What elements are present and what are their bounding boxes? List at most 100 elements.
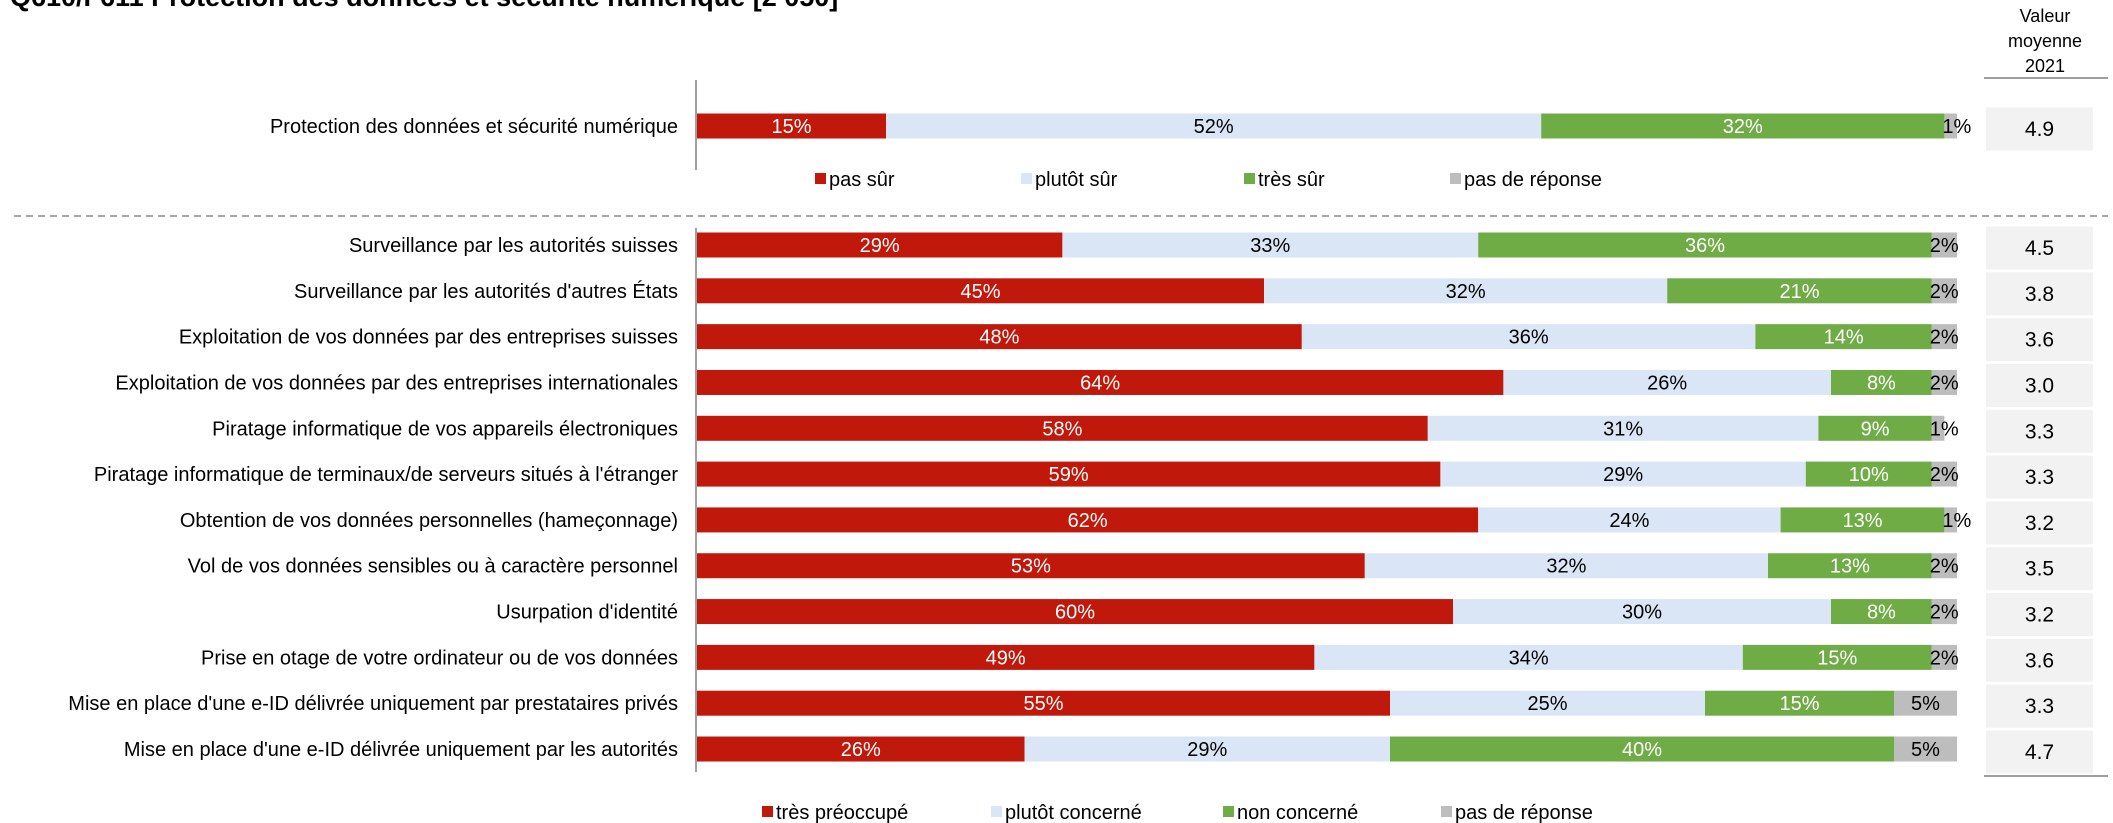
- data-label: 15%: [1779, 693, 1819, 715]
- bar-segment-très-préoccupé: [697, 507, 1479, 533]
- data-label: 9%: [1861, 418, 1890, 440]
- bar-segment-plutôt-concerné: [1427, 415, 1819, 441]
- bar-segment-très-préoccupé: [697, 644, 1315, 670]
- data-label: 32%: [1723, 116, 1763, 138]
- average-value: 4.9: [2025, 118, 2054, 141]
- bar-segment-pas-de-réponse: [1894, 690, 1957, 716]
- bar-segment-non-concerné: [1390, 736, 1894, 762]
- data-label: 49%: [986, 647, 1026, 669]
- bar-segment-pas-de-réponse: [1931, 232, 1957, 258]
- bar-segment-pas-de-réponse: [1931, 461, 1957, 487]
- bar-segment-très-préoccupé: [697, 278, 1264, 304]
- data-label: 36%: [1509, 327, 1549, 349]
- average-value: 4.7: [2025, 741, 2054, 764]
- category-label: Surveillance par les autorités d'autres …: [294, 280, 678, 303]
- average-value: 3.3: [2025, 466, 2054, 489]
- average-value: 3.3: [2025, 420, 2054, 443]
- legend-label: plutôt sûr: [1035, 169, 1118, 191]
- bar-segment-très-préoccupé: [697, 736, 1025, 762]
- average-value: 3.2: [2025, 512, 2054, 535]
- bar-segment-pas-de-réponse: [1931, 278, 1957, 304]
- data-label: 29%: [1603, 464, 1643, 486]
- data-label: 1%: [1942, 116, 1971, 138]
- bar-segment-pas-de-réponse: [1894, 736, 1957, 762]
- data-label: 29%: [860, 235, 900, 257]
- data-label: 15%: [1817, 647, 1857, 669]
- data-label: 5%: [1911, 693, 1940, 715]
- bar-segment-non-concerné: [1478, 232, 1932, 258]
- data-label: 64%: [1080, 372, 1120, 394]
- bar-segment-pas-de-réponse: [1944, 507, 1957, 533]
- bar-segment-très-préoccupé: [697, 553, 1365, 579]
- average-value: 3.8: [2025, 283, 2054, 306]
- data-label: 24%: [1609, 510, 1649, 532]
- average-value-box: [1986, 593, 2093, 637]
- bar-segment-très-préoccupé: [697, 324, 1302, 350]
- legend-swatch-pas-de-réponse: [1450, 173, 1461, 184]
- average-value: 3.6: [2025, 649, 2054, 672]
- data-label: 26%: [841, 739, 881, 761]
- bar-segment-plutôt-concerné: [1301, 324, 1756, 350]
- average-value-box: [1986, 107, 2093, 151]
- average-value-box: [1986, 501, 2093, 545]
- legend-label: très sûr: [1258, 169, 1325, 191]
- data-label: 33%: [1250, 235, 1290, 257]
- bar-segment-plutôt-concerné: [1453, 599, 1831, 625]
- average-value: 3.3: [2025, 695, 2054, 718]
- data-label: 48%: [979, 327, 1019, 349]
- category-label: Usurpation d'identité: [496, 602, 678, 624]
- category-label: Protection des données et sécurité numér…: [270, 116, 678, 138]
- bar-segment-pas-de-réponse: [1944, 113, 1957, 139]
- average-value: 3.0: [2025, 374, 2054, 397]
- bar-segment-plutôt-concerné: [1440, 461, 1806, 487]
- bar-segment-plutôt-concerné: [1503, 369, 1831, 395]
- average-header-line1: Valeur: [2019, 6, 2071, 26]
- legend-swatch-très-sûr: [1244, 173, 1255, 184]
- bar-segment-très-sûr: [1541, 113, 1945, 139]
- bar-segment-plutôt-concerné: [1364, 553, 1768, 579]
- average-header-line3: 2021: [2024, 56, 2066, 76]
- legend-label: très préoccupé: [776, 802, 908, 823]
- category-label: Prise en otage de votre ordinateur ou de…: [201, 647, 678, 669]
- data-label: 45%: [960, 281, 1000, 303]
- average-value: 3.6: [2025, 329, 2054, 352]
- average-header-line2: moyenne: [2007, 31, 2083, 51]
- data-label: 53%: [1011, 556, 1051, 578]
- bar-segment-pas-de-réponse: [1931, 415, 1945, 441]
- bar-segment-non-concerné: [1780, 507, 1945, 533]
- data-label: 26%: [1647, 372, 1687, 394]
- legend-swatch-non-concerné: [1223, 806, 1234, 817]
- category-label: Exploitation de vos données par des entr…: [115, 372, 678, 394]
- average-value-box: [1986, 638, 2093, 682]
- legend-swatch-très-préoccupé: [762, 806, 773, 817]
- category-label: Exploitation de vos données par des entr…: [179, 327, 678, 349]
- legend-swatch-pas-sûr: [815, 173, 826, 184]
- average-value-box: [1986, 455, 2093, 499]
- data-label: 36%: [1685, 235, 1725, 257]
- legend-label: pas de réponse: [1455, 802, 1593, 823]
- data-label: 8%: [1867, 372, 1896, 394]
- data-label: 2%: [1930, 602, 1959, 624]
- data-label: 2%: [1930, 647, 1959, 669]
- average-value-box: [1986, 363, 2093, 407]
- data-label: 14%: [1824, 327, 1864, 349]
- data-label: 62%: [1068, 510, 1108, 532]
- bar-segment-plutôt-concerné: [1264, 278, 1668, 304]
- legend-swatch-pas-de-réponse: [1441, 806, 1452, 817]
- data-label: 29%: [1187, 739, 1227, 761]
- bar-segment-non-concerné: [1831, 599, 1932, 625]
- category-label: Obtention de vos données personnelles (h…: [180, 510, 678, 532]
- bar-segment-très-préoccupé: [697, 599, 1453, 625]
- category-label: Surveillance par les autorités suisses: [349, 235, 678, 257]
- bar-segment-pas-sûr: [697, 113, 886, 139]
- data-label: 1%: [1930, 418, 1959, 440]
- bar-segment-pas-de-réponse: [1931, 644, 1957, 670]
- average-value-box: [1986, 547, 2093, 591]
- data-label: 2%: [1930, 372, 1959, 394]
- data-label: 32%: [1446, 281, 1486, 303]
- data-label: 31%: [1603, 418, 1643, 440]
- average-value-box: [1986, 272, 2093, 316]
- data-label: 2%: [1930, 281, 1959, 303]
- data-label: 10%: [1849, 464, 1889, 486]
- average-value-box: [1986, 730, 2093, 774]
